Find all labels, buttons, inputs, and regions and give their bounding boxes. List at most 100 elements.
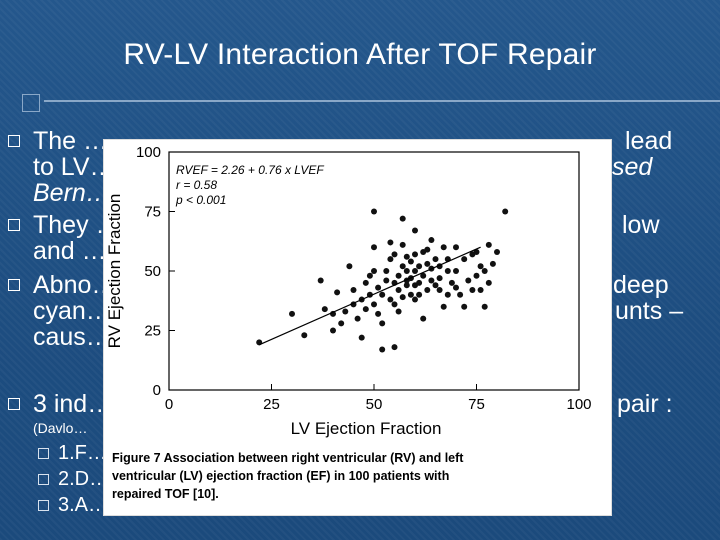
scatter-point [485, 279, 492, 286]
scatter-point [416, 279, 423, 286]
scatter-point [444, 268, 451, 274]
scatter-point [412, 227, 418, 234]
scatter-point [387, 256, 394, 263]
scatter-point [399, 294, 406, 301]
sub-bullet-3-marker [38, 500, 49, 511]
scatter-point [399, 263, 406, 270]
bullet-3-line-1: Abno… [33, 271, 117, 299]
bullet-3-line-3: caus… [33, 323, 111, 351]
scatter-point [453, 268, 459, 274]
scatter-point [379, 291, 386, 298]
scatter-point [412, 296, 418, 303]
scatter-point [461, 303, 468, 310]
bullet-4-marker [8, 398, 20, 410]
scatter-point [481, 303, 488, 310]
scatter-point [354, 315, 361, 322]
scatter-point [383, 268, 390, 274]
scatter-point [383, 277, 390, 284]
bullet-3-fragment: deep [613, 271, 669, 299]
bullet-1-marker [8, 135, 20, 147]
scatter-point [366, 272, 373, 279]
scatter-point [338, 320, 345, 327]
scatter-point [371, 208, 377, 215]
bullet-1-fragment: lead [625, 127, 673, 155]
scatter-point [457, 291, 464, 298]
scatter-point [477, 263, 484, 270]
scatter-point [424, 260, 431, 267]
scatter-point [403, 253, 410, 260]
scatter-point [489, 260, 496, 267]
scatter-point [477, 287, 484, 294]
scatter-point [387, 239, 394, 246]
scatter-point [432, 282, 439, 289]
bullet-2-fragment: low [622, 211, 660, 239]
x-tick-label: 100 [566, 396, 591, 413]
sub-bullet-1-marker [38, 448, 49, 459]
scatter-point [321, 306, 328, 313]
scatter-point [473, 272, 480, 279]
scatter-point [350, 287, 357, 294]
y-tick-label: 75 [144, 204, 161, 221]
scatter-point [375, 284, 382, 291]
y-tick-label: 25 [144, 323, 161, 340]
caption-line-1: Figure 7 Association between right ventr… [112, 451, 464, 465]
slide-title: RV-LV Interaction After TOF Repair [123, 38, 597, 71]
bullet-2-marker [8, 219, 20, 231]
sub-item-2: 2.D… [58, 468, 110, 490]
title-rule-box [22, 94, 40, 112]
y-tick-label: 100 [136, 144, 161, 161]
scatter-point [412, 268, 418, 274]
scatter-point [424, 246, 431, 253]
scatter-point [444, 291, 451, 298]
scatter-point [399, 215, 406, 222]
scatter-point [473, 248, 480, 255]
scatter-point [391, 301, 398, 308]
scatter-point [362, 306, 369, 313]
scatter-point [379, 346, 386, 353]
scatter-point [399, 241, 406, 248]
y-tick-label: 0 [153, 382, 161, 399]
bullet-4-line-1: 3 ind… [33, 390, 113, 418]
scatter-point [416, 291, 423, 298]
scatter-point [420, 272, 427, 279]
scatter-point [395, 272, 402, 279]
scatter-point [334, 289, 341, 296]
scatter-point [362, 279, 369, 286]
x-axis-label: LV Ejection Fraction [291, 419, 442, 438]
bullet-4-note: (Davlo… [33, 420, 88, 436]
caption-line-3: repaired TOF [10]. [112, 487, 219, 501]
scatter-point [371, 244, 377, 251]
scatter-point [387, 296, 394, 303]
bullet-1-fragment-2: sed [612, 153, 653, 181]
scatter-point [379, 320, 386, 327]
x-tick-label: 25 [263, 396, 280, 413]
scatter-chart: 0 25 50 75 100 0 25 50 75 100 RVEF = 2.26 + 0.76… [105, 144, 592, 501]
x-tick-label: 75 [468, 396, 485, 413]
scatter-point [391, 251, 398, 258]
scatter-point [465, 277, 472, 284]
caption-line-2: ventricular (LV) ejection fraction (EF) … [112, 469, 449, 483]
annotation-r: r = 0.58 [176, 178, 217, 192]
scatter-point [416, 263, 423, 270]
scatter-point [407, 291, 414, 298]
scatter-point [403, 268, 410, 274]
scatter-point [424, 287, 431, 294]
bullet-1-line-2: to LV… [33, 153, 115, 181]
y-axis-label: RV Ejection Fraction [105, 194, 124, 349]
scatter-point [407, 258, 414, 265]
regression-line [258, 246, 481, 346]
scatter-point [371, 301, 377, 308]
scatter-point [375, 310, 382, 317]
scatter-point [391, 344, 398, 351]
scatter-point [358, 334, 365, 341]
figure-panel: 0 25 50 75 100 0 25 50 75 100 RVEF = 2.26 + 0.76… [104, 140, 611, 515]
x-tick-label: 50 [366, 396, 383, 413]
title-rule [44, 100, 720, 102]
bullet-3-fragment-2: unts – [615, 297, 684, 325]
scatter-point [494, 248, 500, 255]
scatter-point [395, 287, 402, 294]
bullet-3-line-2: cyan… [33, 297, 111, 325]
scatter-point [432, 256, 439, 263]
scatter-point [485, 241, 492, 248]
scatter-point [412, 251, 418, 258]
